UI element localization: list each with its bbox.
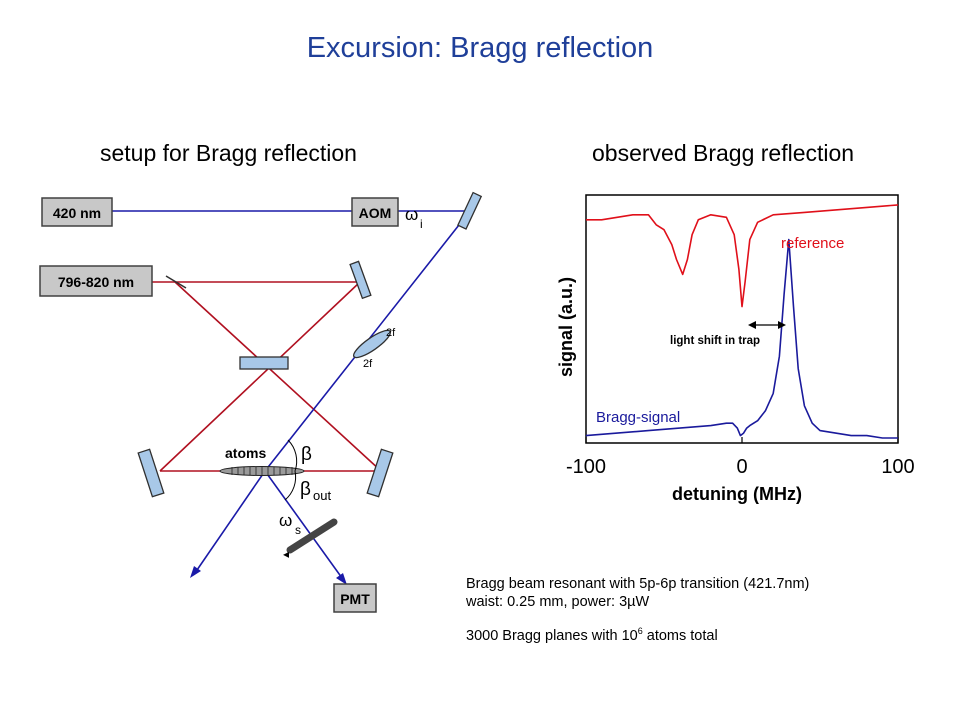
note-planes-text: 3000 Bragg planes with 10: [466, 628, 638, 644]
beta-out-arc: [284, 470, 297, 501]
lens-2f-label-b: 2f: [363, 358, 373, 370]
page-title: Excursion: Bragg reflection: [306, 32, 654, 64]
omega-i-label: ω: [405, 205, 418, 224]
beta-out-sub: out: [313, 488, 331, 503]
omega-s-sub: s: [295, 523, 301, 537]
bragg-planes: [231, 467, 293, 475]
transmitted-arrow-icon: [190, 566, 201, 578]
note-planes-tail: atoms total: [642, 628, 718, 644]
laser-420-label: 420 nm: [53, 205, 101, 221]
pmt-label: PMT: [340, 591, 370, 607]
aom-label: AOM: [359, 205, 392, 221]
chart-ylabel: signal (a.u.): [556, 277, 576, 377]
light-shift-arrow-icon: [748, 321, 786, 329]
note-beam: Bragg beam resonant with 5p-6p transitio…: [466, 576, 810, 592]
aom-box: [351, 197, 399, 227]
lens-2f-label-a: 2f: [386, 327, 396, 339]
x-tick-label: 100: [881, 456, 914, 478]
laser-796-label: 796-820 nm: [58, 274, 134, 290]
bragg-signal-label: Bragg-signal: [596, 409, 680, 426]
setup-heading: setup for Bragg reflection: [100, 140, 357, 166]
omega-s-label: ω: [279, 511, 292, 530]
mirror-bottom-left: [137, 448, 165, 498]
laser-420-box: [41, 197, 113, 227]
observed-heading: observed Bragg reflection: [592, 140, 855, 166]
note-planes: 3000 Bragg planes with 106 atoms total: [466, 622, 809, 645]
omega-i-sub: i: [420, 217, 423, 231]
blue-beam-reflected: [264, 470, 343, 579]
red-beam-diagonal-1: [159, 281, 361, 472]
series-line-reference: [586, 204, 899, 308]
chart-plot-area: [585, 194, 899, 444]
red-plate-icon: [165, 275, 187, 289]
beta-label: β: [301, 444, 312, 465]
chart-xlabel: detuning (MHz): [672, 484, 802, 504]
note-planes-exponent: 6: [637, 626, 643, 636]
red-beam-diagonal-2: [174, 281, 382, 472]
atoms-label: atoms: [225, 445, 266, 461]
pmt-box: [333, 583, 377, 613]
filter-icon: [286, 518, 338, 554]
series-line-bragg-signal: [585, 238, 898, 439]
chart-tick-labels: -100 0 100: [566, 456, 915, 478]
beta-arc: [287, 439, 298, 472]
chart-lines: [585, 204, 899, 439]
x-tick-label: -100: [566, 456, 606, 478]
reflected-arrow-icon: [336, 573, 347, 585]
notes-block: Bragg beam resonant with 5p-6p transitio…: [466, 575, 809, 645]
blue-beam-transmitted: [196, 470, 266, 571]
beta-out-label: β: [300, 479, 311, 500]
mirror-bottom-right: [366, 448, 394, 498]
mirror-top-right: [456, 191, 483, 230]
reference-label: reference: [781, 235, 844, 252]
note-waist: waist: 0.25 mm, power: 3µW: [466, 594, 650, 610]
red-beam-splitter: [239, 356, 289, 370]
mirror-red-top: [349, 260, 372, 300]
light-shift-annotation: light shift in trap: [670, 335, 760, 347]
lens-icon: [353, 329, 391, 359]
x-tick-label: 0: [736, 456, 747, 478]
laser-796-box: [39, 265, 153, 297]
filter-arrow-icon: ◂: [283, 547, 289, 561]
